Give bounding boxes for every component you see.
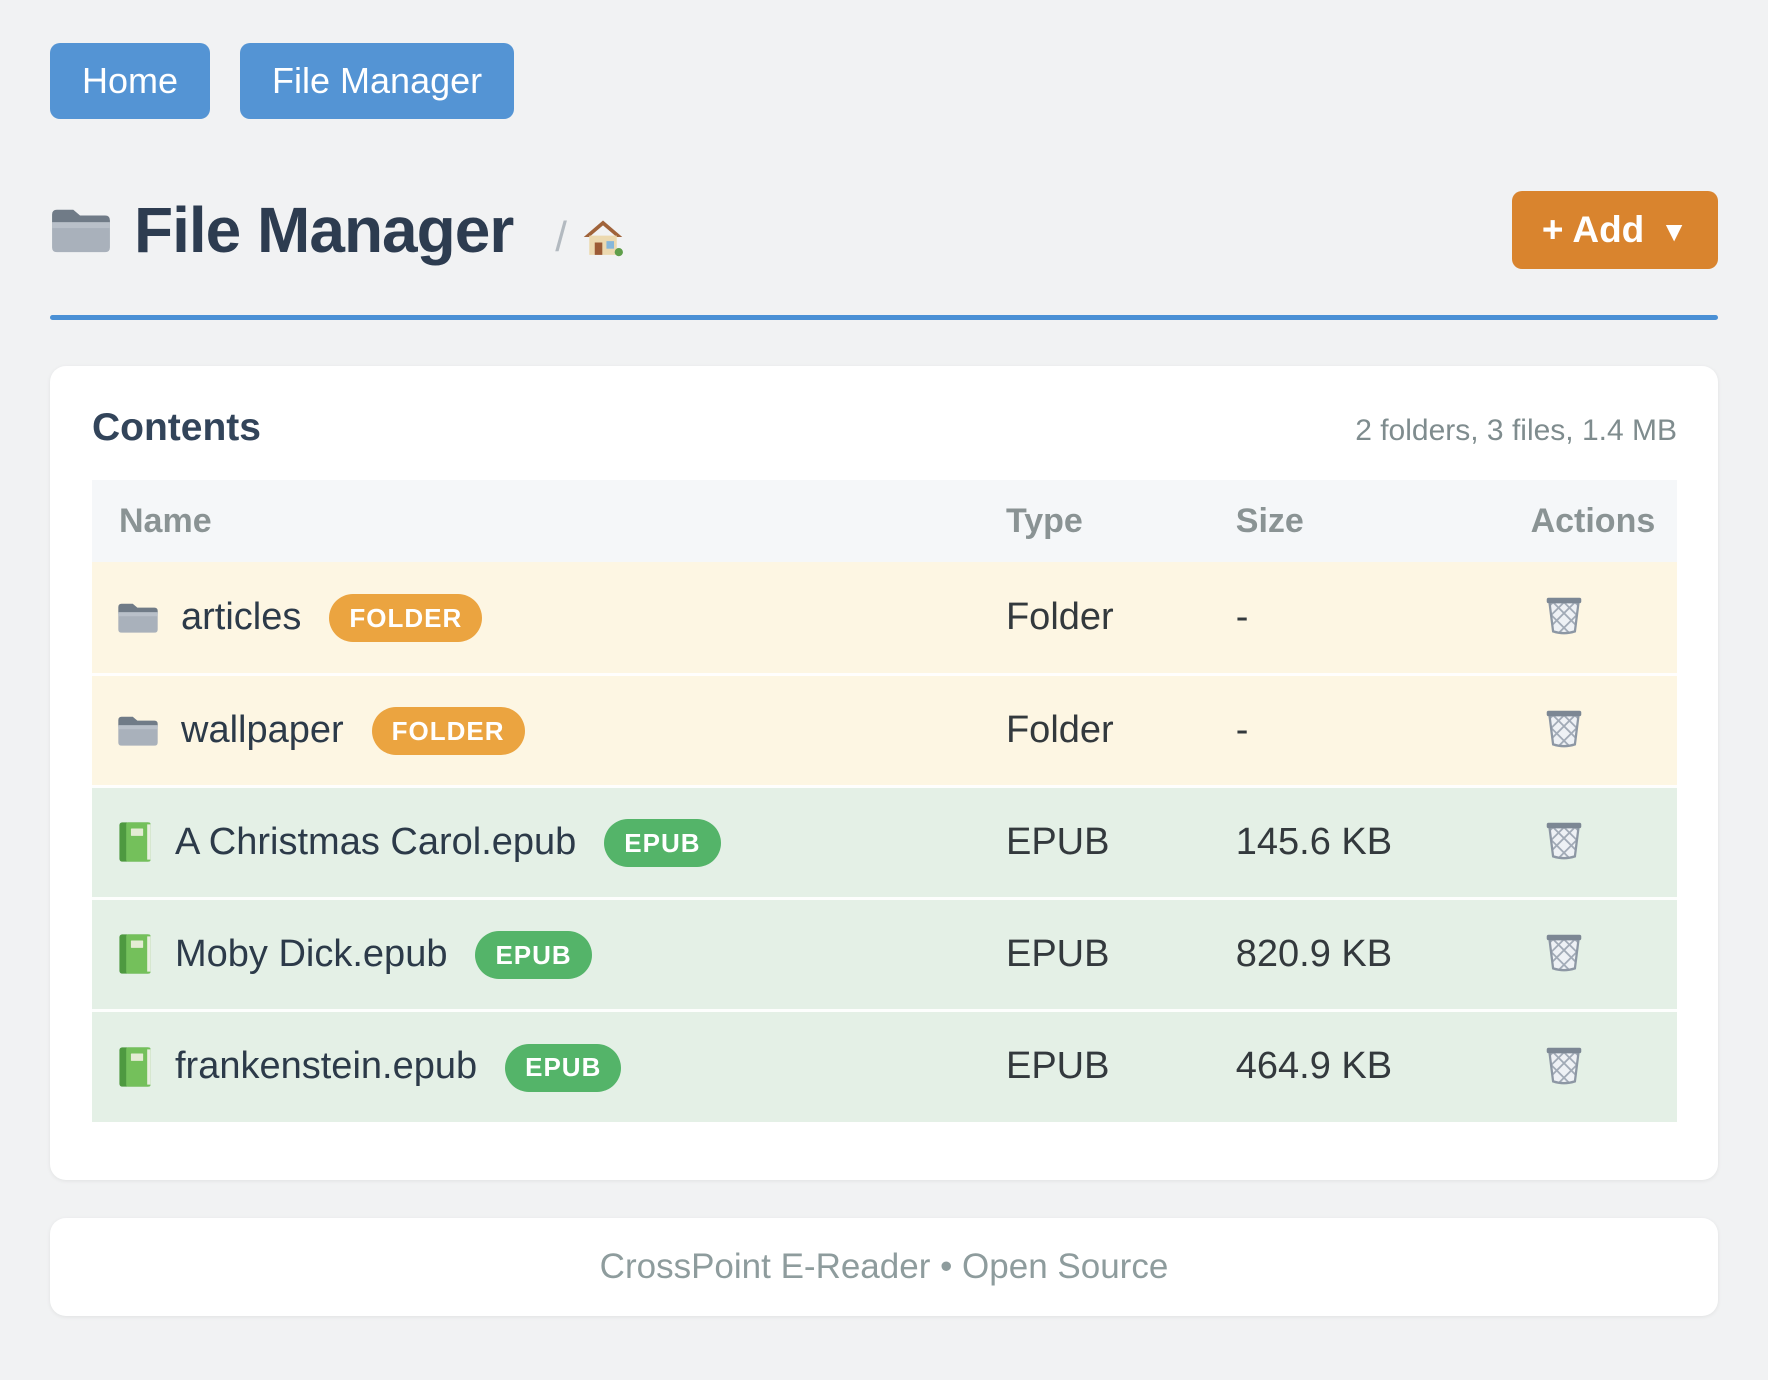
trash-icon (1544, 706, 1584, 750)
entry-name[interactable]: articles (181, 595, 302, 638)
entry-type: EPUB (1005, 1045, 1110, 1088)
folder-badge: FOLDER (329, 594, 483, 643)
folder-icon (117, 599, 159, 636)
delete-button[interactable] (1538, 924, 1590, 980)
delete-button[interactable] (1538, 700, 1590, 756)
entry-size: - (1235, 708, 1249, 751)
epub-badge: EPUB (475, 931, 592, 979)
epub-badge: EPUB (505, 1043, 622, 1092)
table-row-wallpaper[interactable]: wallpaper FOLDER Folder - (92, 674, 1677, 786)
trash-icon (1544, 593, 1584, 637)
folder-badge: FOLDER (371, 707, 525, 755)
book-icon (117, 821, 153, 863)
add-button[interactable]: + Add ▼ (1511, 191, 1718, 269)
folder-icon (50, 203, 112, 257)
epub-badge: EPUB (604, 819, 721, 867)
entry-type: Folder (1005, 595, 1114, 638)
footer: CrossPoint E-Reader • Open Source (50, 1218, 1718, 1316)
table-row-christmas-carol[interactable]: A Christmas Carol.epub EPUB EPUB 145.6 K… (92, 786, 1677, 898)
entry-size: 464.9 KB (1235, 1045, 1393, 1088)
breadcrumb: / (555, 213, 625, 261)
entry-type: EPUB (1005, 820, 1110, 863)
title-group: File Manager / (50, 193, 625, 267)
entry-type: Folder (1005, 708, 1114, 751)
file-table: Name Type Size Actions articles FOLDER F… (92, 480, 1677, 1122)
column-header-size: Size (1234, 480, 1530, 562)
entry-name[interactable]: wallpaper (181, 708, 344, 751)
house-icon[interactable] (581, 215, 625, 259)
entry-size: - (1235, 595, 1249, 638)
column-header-type: Type (1004, 480, 1235, 562)
entry-name[interactable]: frankenstein.epub (175, 1045, 478, 1088)
table-row-articles[interactable]: articles FOLDER Folder - (92, 562, 1677, 674)
table-header-row: Name Type Size Actions (92, 480, 1677, 562)
contents-summary: 2 folders, 3 files, 1.4 MB (1355, 414, 1677, 447)
delete-button[interactable] (1538, 1037, 1590, 1093)
table-row-frankenstein[interactable]: frankenstein.epub EPUB EPUB 464.9 KB (92, 1010, 1677, 1122)
contents-panel-header: Contents 2 folders, 3 files, 1.4 MB (92, 406, 1677, 450)
delete-button[interactable] (1538, 587, 1590, 643)
contents-heading: Contents (92, 406, 261, 449)
trash-icon (1544, 930, 1584, 974)
column-header-actions: Actions (1529, 480, 1677, 562)
trash-icon (1544, 818, 1584, 862)
entry-name[interactable]: A Christmas Carol.epub (175, 820, 577, 863)
page: Home File Manager File Manager / + Add ▼… (50, 0, 1718, 1316)
trash-icon (1544, 1043, 1584, 1087)
nav-file-manager-button[interactable]: File Manager (240, 43, 515, 119)
book-icon (117, 933, 153, 975)
contents-panel: Contents 2 folders, 3 files, 1.4 MB Name… (50, 366, 1718, 1180)
entry-name[interactable]: Moby Dick.epub (175, 932, 448, 975)
entry-size: 145.6 KB (1235, 820, 1393, 863)
entry-size: 820.9 KB (1235, 932, 1393, 975)
page-header: File Manager / + Add ▼ (50, 191, 1718, 269)
table-row-moby-dick[interactable]: Moby Dick.epub EPUB EPUB 820.9 KB (92, 898, 1677, 1010)
nav-home-button[interactable]: Home (50, 43, 211, 119)
folder-icon (117, 712, 159, 749)
page-title: File Manager (134, 194, 514, 266)
add-button-label: + Add (1541, 209, 1645, 250)
column-header-name: Name (92, 480, 1005, 562)
delete-button[interactable] (1538, 812, 1590, 868)
chevron-down-icon: ▼ (1660, 216, 1688, 247)
top-nav: Home File Manager (50, 0, 1718, 119)
breadcrumb-separator: / (555, 213, 567, 260)
footer-text: CrossPoint E-Reader • Open Source (599, 1247, 1169, 1286)
book-icon (117, 1046, 153, 1088)
entry-type: EPUB (1005, 932, 1110, 975)
header-divider (50, 315, 1718, 320)
